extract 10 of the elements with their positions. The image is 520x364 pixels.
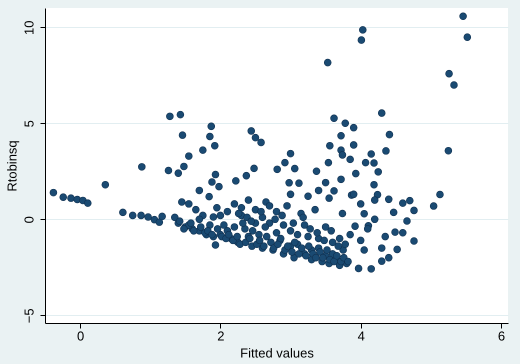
x-tick-label: 4 [358,328,365,344]
x-tick-label: 6 [498,328,506,344]
x-tick-label: 0 [76,328,84,344]
y-axis-title: Rtobinsq [4,140,20,192]
y-tick-label: 10 [22,20,36,35]
x-tick-label: 2 [217,328,224,344]
y-tick-label: −5 [22,308,36,324]
y-tick-label: 5 [22,120,36,128]
x-axis-title: Fitted values [240,346,314,360]
y-tick-label: 0 [22,216,36,224]
